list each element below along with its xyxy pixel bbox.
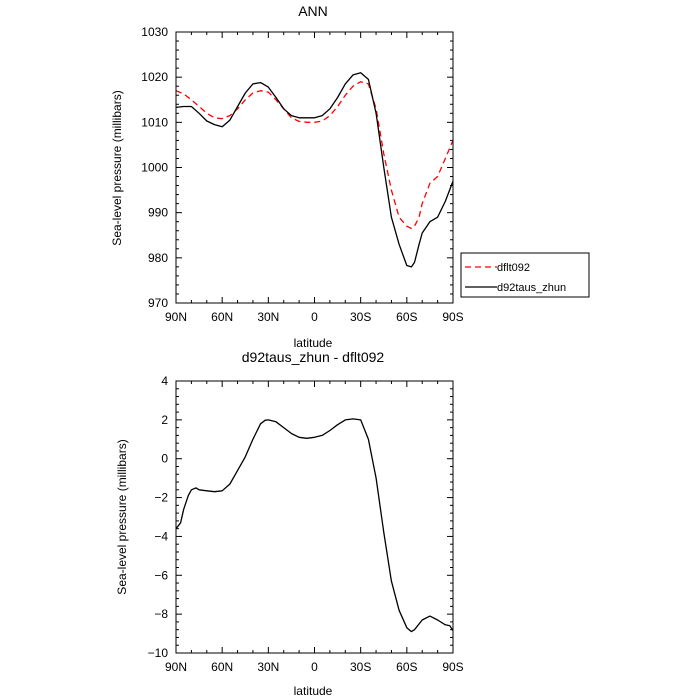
bottom-ytick-label: 2 xyxy=(161,413,168,427)
top-ytick-label: 980 xyxy=(148,251,168,265)
top-xtick-label: 90N xyxy=(165,310,187,324)
bottom-ytick-label: −10 xyxy=(148,646,169,660)
legend-box xyxy=(460,252,590,298)
bottom-xtick-label: 30N xyxy=(257,660,279,674)
top-xtick-label: 90S xyxy=(442,310,463,324)
bottom-chart: d92taus_zhun - dflt092 latitude Sea-leve… xyxy=(115,349,464,698)
top-ytick-label: 1020 xyxy=(141,70,168,84)
bottom-chart-ylabel: Sea-level pressure (millibars) xyxy=(115,439,129,594)
top-ytick-label: 1000 xyxy=(141,161,168,175)
top-xtick-label: 0 xyxy=(311,310,318,324)
top-chart-frame xyxy=(175,31,454,304)
top-ytick-label: 1010 xyxy=(141,115,168,129)
bottom-series-line-difference xyxy=(175,418,454,633)
bottom-xtick-label: 90S xyxy=(442,660,463,674)
bottom-xtick-label: 30S xyxy=(350,660,371,674)
bottom-xtick-label: 60S xyxy=(396,660,417,674)
bottom-ytick-label: −8 xyxy=(154,607,168,621)
top-chart-lines xyxy=(175,72,454,268)
top-ytick-label: 1030 xyxy=(141,25,168,39)
top-chart-ticks: 90N 60N 30N 0 30S 60S 90S 970 980 990 1000 1010 1020… xyxy=(141,25,463,324)
bottom-chart-frame xyxy=(175,380,454,654)
legend-label-d92taus-zhun: d92taus_zhun xyxy=(497,282,566,294)
top-chart-xlabel: latitude xyxy=(294,336,333,350)
top-series-line-dflt092 xyxy=(175,81,454,230)
bottom-ytick-label: −6 xyxy=(154,568,168,582)
top-xtick-label: 60S xyxy=(396,310,417,324)
bottom-ytick-label: 4 xyxy=(161,374,168,388)
top-xtick-label: 30N xyxy=(257,310,279,324)
bottom-chart-xlabel: latitude xyxy=(294,684,333,698)
top-ytick-label: 990 xyxy=(148,206,168,220)
top-chart-title: ANN xyxy=(298,3,328,19)
bottom-xtick-label: 0 xyxy=(311,660,318,674)
bottom-xtick-label: 60N xyxy=(211,660,233,674)
top-series-line-d92taus-zhun xyxy=(175,72,454,268)
top-xtick-label: 30S xyxy=(350,310,371,324)
top-chart-ylabel: Sea-level pressure (millibars) xyxy=(110,90,124,245)
bottom-chart-ticks: 90N 60N 30N 0 30S 60S 90S −10 −8 −6 −4 −2 0 2 4 xyxy=(148,374,464,674)
legend-label-dflt092: dflt092 xyxy=(497,262,530,274)
bottom-ytick-label: −4 xyxy=(154,529,168,543)
legend: dflt092 d92taus_zhun xyxy=(460,252,590,298)
bottom-chart-lines xyxy=(175,418,454,633)
bottom-ytick-label: 0 xyxy=(161,452,168,466)
bottom-xtick-label: 90N xyxy=(165,660,187,674)
bottom-ytick-label: −2 xyxy=(154,491,168,505)
top-xtick-label: 60N xyxy=(211,310,233,324)
top-chart: ANN latitude Sea-level pressure (milliba… xyxy=(110,3,464,350)
bottom-chart-title: d92taus_zhun - dflt092 xyxy=(242,349,385,365)
top-ytick-label: 970 xyxy=(148,296,168,310)
